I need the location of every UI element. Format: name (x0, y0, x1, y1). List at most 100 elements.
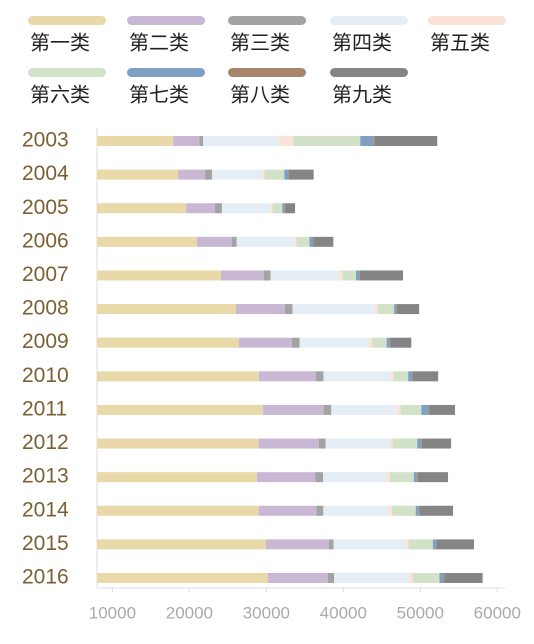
legend-label: 第七类 (129, 83, 189, 106)
bar-segment (389, 337, 391, 348)
legend-label: 第六类 (30, 83, 90, 106)
bar-segment (312, 236, 314, 247)
bar-segment (97, 304, 236, 315)
legend-swatch (28, 68, 106, 77)
legend-swatch (127, 68, 205, 77)
bar-segment (173, 136, 200, 146)
bar-segment (328, 539, 334, 550)
bar-segment (220, 270, 264, 281)
bar-segment (421, 438, 452, 449)
bar-segment (265, 539, 329, 550)
y-tick-label: 2005 (22, 196, 69, 219)
y-tick-label: 2006 (22, 229, 69, 252)
bar-segment (390, 371, 394, 382)
bar-segment (256, 472, 316, 483)
x-tick-label: 40000 (320, 603, 367, 622)
y-tick-label: 2008 (22, 297, 69, 320)
bar-segment (417, 472, 449, 483)
bar-segment (97, 404, 263, 415)
bar-segment (396, 404, 401, 415)
y-tick-label: 2003 (22, 129, 69, 152)
bar-segment (186, 203, 216, 214)
bar-segment (221, 203, 271, 214)
bar-segment (270, 270, 339, 281)
bar-segment (292, 304, 375, 315)
bar-segment (408, 539, 433, 550)
bar-segment (97, 472, 257, 483)
bar-segment (316, 505, 324, 516)
legend-label: 第四类 (332, 31, 392, 54)
bar-segment (390, 337, 412, 348)
bar-segment (393, 371, 409, 382)
bar-segment (323, 472, 387, 483)
bar-segment (309, 236, 313, 247)
bar-segment (419, 505, 454, 516)
bar-segment (97, 270, 221, 281)
bar-segment (333, 539, 406, 550)
bar-segment (432, 539, 436, 550)
y-tick-label: 2011 (22, 397, 67, 420)
bar-segment (178, 169, 206, 180)
bar-segment (331, 404, 397, 415)
bar-segment (443, 573, 445, 583)
bar-segment (444, 573, 483, 583)
bar-segment (272, 203, 283, 214)
bar-segment (270, 203, 273, 214)
y-tick-label: 2010 (22, 364, 69, 387)
bar-segment (288, 169, 314, 180)
bar-segment (435, 539, 437, 550)
bar-segment (97, 169, 179, 180)
bar-segment (359, 270, 360, 281)
bar-segment (284, 304, 293, 315)
bar-segment (97, 136, 174, 146)
bar-segment (323, 404, 332, 415)
bar-segment (296, 236, 310, 247)
y-tick-label: 2013 (22, 465, 69, 488)
bar-segment (396, 304, 397, 315)
x-tick-label: 30000 (243, 603, 290, 622)
bar-segment (417, 438, 422, 449)
bar-segment (313, 236, 334, 247)
bar-segment (342, 270, 357, 281)
bar-segment (97, 203, 187, 214)
legend-swatch (28, 16, 106, 25)
bar-segment (284, 203, 286, 214)
bar-segment (288, 169, 289, 180)
bar-segment (203, 136, 279, 146)
bar-segment (97, 337, 239, 348)
bar-segment (263, 270, 271, 281)
bar-segment (323, 505, 389, 516)
bar-segment (413, 472, 417, 483)
bar-segment (408, 371, 413, 382)
bar-segment (377, 304, 395, 315)
bar-segment (374, 136, 438, 146)
bar-segment (415, 505, 419, 516)
bar-segment (372, 337, 387, 348)
legend-label: 第九类 (332, 83, 392, 106)
bar-segment (282, 203, 285, 214)
bar-segment (258, 505, 317, 516)
bar-segment (284, 169, 289, 180)
bar-segment (318, 438, 326, 449)
bar-segment (374, 304, 378, 315)
legend-swatch (428, 16, 506, 25)
legend-label: 第三类 (230, 31, 290, 54)
bar-segment (386, 337, 390, 348)
bar-segment (408, 573, 413, 583)
x-tick-label: 50000 (397, 603, 444, 622)
bar-segment (436, 539, 474, 550)
bar-segment (386, 472, 390, 483)
y-tick-label: 2015 (22, 532, 69, 555)
x-tick-label: 60000 (474, 603, 521, 622)
bar-segment (97, 371, 259, 382)
x-tick-label: 20000 (166, 603, 213, 622)
bar-segment (400, 404, 422, 415)
bar-segment (392, 438, 418, 449)
bar-segment (315, 472, 324, 483)
bar-segment (389, 472, 414, 483)
bar-segment (421, 438, 422, 449)
y-tick-label: 2009 (22, 330, 69, 353)
bar-segment (285, 203, 296, 214)
bar-segment (97, 505, 259, 516)
